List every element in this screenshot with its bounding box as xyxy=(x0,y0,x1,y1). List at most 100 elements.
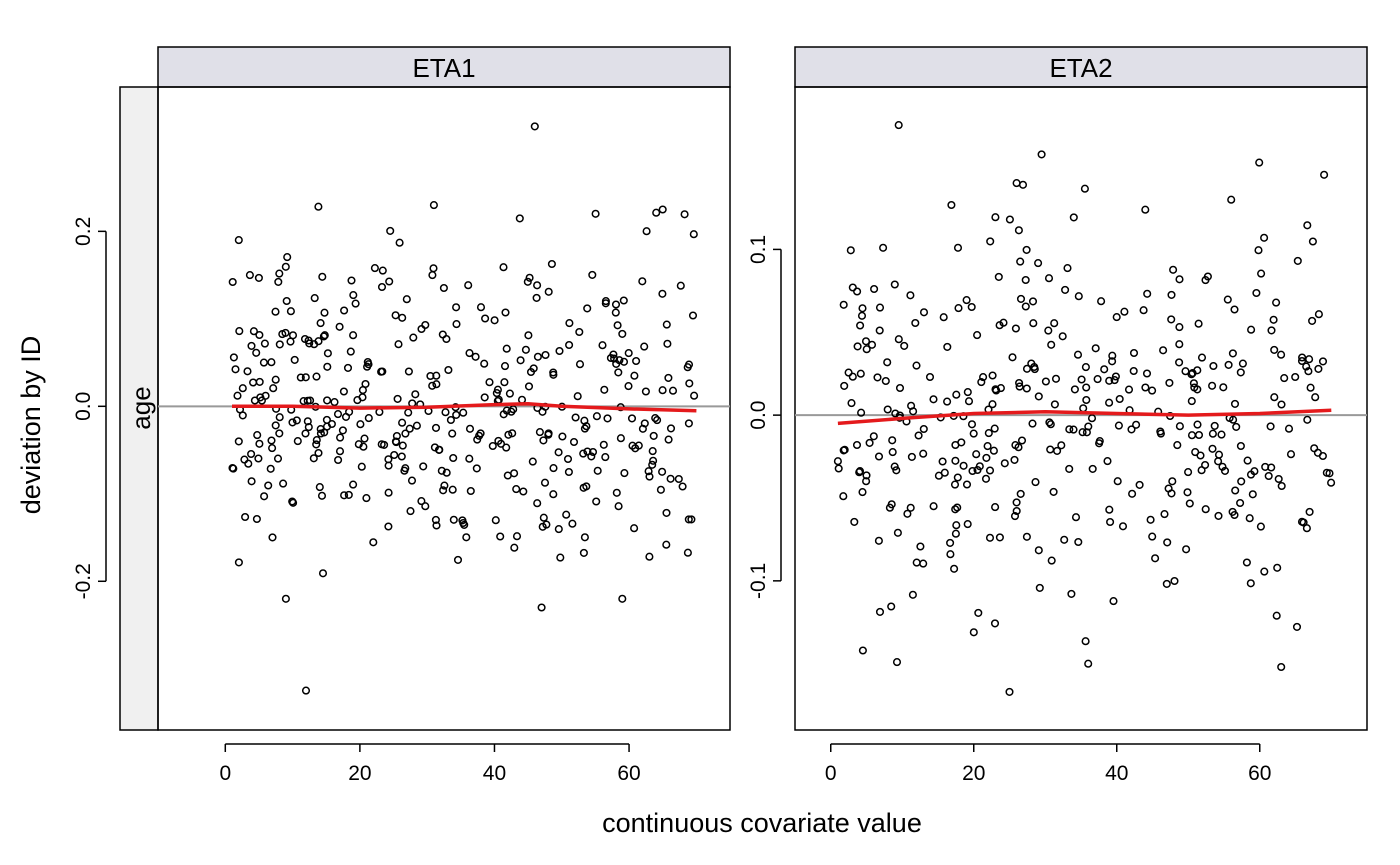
data-point xyxy=(939,313,948,322)
data-point xyxy=(640,342,649,351)
data-point xyxy=(512,485,521,494)
y-tick-label: 0.1 xyxy=(747,235,770,264)
data-point xyxy=(252,514,261,524)
data-point xyxy=(1108,351,1117,360)
data-point xyxy=(492,389,501,398)
data-point xyxy=(1322,468,1331,477)
data-point xyxy=(1185,499,1194,508)
data-point xyxy=(890,280,899,289)
data-point xyxy=(1304,367,1313,376)
data-point xyxy=(1011,324,1020,333)
data-point xyxy=(1141,205,1150,214)
data-point xyxy=(588,447,598,457)
data-point xyxy=(538,407,547,416)
data-point xyxy=(588,270,597,279)
data-point xyxy=(481,314,490,323)
data-point xyxy=(1230,305,1239,314)
data-point xyxy=(1169,265,1178,274)
data-point xyxy=(946,538,955,547)
data-point xyxy=(609,350,618,359)
data-point xyxy=(601,453,610,462)
data-point xyxy=(1246,579,1255,588)
data-point xyxy=(1146,515,1155,524)
data-point xyxy=(229,353,238,362)
data-point xyxy=(1257,269,1266,278)
data-point xyxy=(504,430,513,439)
data-point xyxy=(312,372,321,381)
data-point xyxy=(1016,257,1025,266)
y-tick-label: 0.2 xyxy=(72,217,95,246)
data-point xyxy=(579,483,588,492)
smooth-line xyxy=(232,401,697,413)
data-point xyxy=(994,272,1003,281)
data-point xyxy=(909,407,918,416)
data-point xyxy=(638,277,647,286)
data-point xyxy=(1074,537,1083,547)
data-point xyxy=(1022,532,1031,541)
data-point xyxy=(1087,414,1097,423)
data-point xyxy=(658,467,667,476)
data-point xyxy=(271,421,280,430)
data-point xyxy=(973,465,982,475)
data-point xyxy=(649,431,658,440)
data-point xyxy=(668,386,678,395)
data-point xyxy=(556,553,565,562)
data-point xyxy=(432,380,441,389)
data-point xyxy=(883,358,892,367)
data-point xyxy=(519,487,528,496)
smooth-line xyxy=(837,408,1332,426)
data-point xyxy=(598,341,607,350)
data-point xyxy=(912,558,921,567)
data-point xyxy=(684,515,693,524)
data-point xyxy=(384,488,393,497)
data-point xyxy=(1272,611,1281,620)
data-point xyxy=(301,429,310,438)
data-point xyxy=(579,548,588,557)
data-point xyxy=(340,306,349,315)
data-point xyxy=(1318,357,1328,366)
data-point xyxy=(951,529,960,538)
data-point xyxy=(658,386,667,395)
data-point xyxy=(1229,415,1238,424)
data-point xyxy=(309,454,318,463)
data-point xyxy=(614,502,623,511)
data-point xyxy=(1277,350,1286,359)
data-point xyxy=(507,407,516,416)
data-point xyxy=(252,348,261,357)
data-point xyxy=(1051,374,1061,383)
data-point xyxy=(1303,415,1312,424)
data-point xyxy=(611,300,621,309)
data-point xyxy=(1242,558,1251,567)
data-point xyxy=(852,440,862,450)
data-point xyxy=(888,448,897,457)
data-point xyxy=(340,491,349,500)
data-point xyxy=(1014,226,1023,235)
data-point xyxy=(318,272,327,281)
data-point xyxy=(874,536,883,545)
data-point xyxy=(1082,428,1091,437)
data-point xyxy=(957,438,966,447)
data-point xyxy=(1318,451,1327,461)
data-point xyxy=(1270,393,1279,402)
data-point xyxy=(684,419,693,428)
x-axis-title: continuous covariate value xyxy=(602,808,922,838)
data-point xyxy=(844,368,853,377)
data-point xyxy=(1118,522,1128,531)
x-tick-label: 20 xyxy=(348,762,371,785)
data-point xyxy=(1302,524,1311,533)
data-point xyxy=(310,340,319,349)
data-point xyxy=(452,410,461,419)
data-point xyxy=(360,434,369,443)
data-point xyxy=(1081,637,1090,646)
data-point xyxy=(1008,353,1017,362)
data-point xyxy=(658,205,667,214)
data-point xyxy=(985,533,995,542)
data-point xyxy=(539,513,548,522)
data-point xyxy=(358,393,367,402)
data-point xyxy=(1031,478,1040,487)
data-point xyxy=(1080,184,1089,193)
data-point xyxy=(977,378,986,387)
data-point xyxy=(962,296,971,305)
data-point xyxy=(1113,477,1122,486)
data-point xyxy=(496,439,506,448)
